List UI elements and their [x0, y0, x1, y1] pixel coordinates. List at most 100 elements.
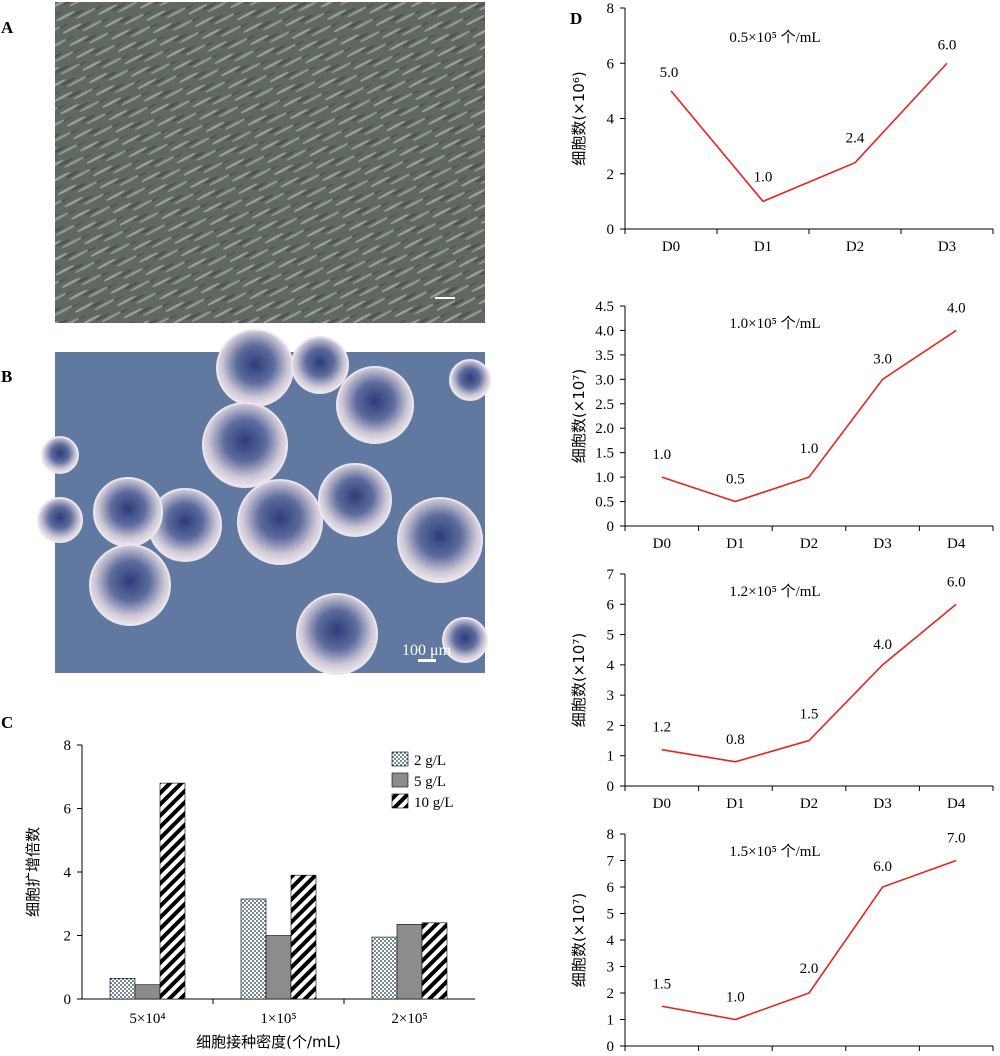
microcarrier-bead — [202, 402, 288, 488]
d1-y-tick-label: 0 — [607, 222, 615, 238]
d1-data-label: 1.0 — [754, 169, 773, 185]
d4-data-label: 2.0 — [800, 961, 819, 977]
d3-data-label: 0.8 — [726, 732, 745, 748]
d2-y-tick-label: 4.5 — [595, 299, 614, 315]
microcarrier-bead — [37, 497, 83, 543]
microscopy-fibroblast-image — [55, 2, 485, 323]
d3-category-label: D0 — [653, 796, 671, 812]
d1-category-label: D1 — [754, 239, 772, 255]
legend-swatch-2 — [391, 793, 409, 809]
d1-category-label: D3 — [938, 239, 956, 255]
microscopy-microcarrier-image: 100 μm — [37, 329, 491, 675]
d4-y-tick-label: 1 — [607, 1013, 615, 1029]
c-bar-0-1 — [240, 898, 267, 1000]
d2-y-tick-label: 2.5 — [595, 397, 614, 413]
panel-letter-c: C — [1, 713, 13, 732]
microcarrier-bead — [336, 366, 414, 444]
scale-bar-b — [418, 659, 436, 662]
microcarrier-bead — [89, 544, 171, 626]
d2-data-label: 0.5 — [726, 472, 745, 488]
microcarrier-bead — [442, 617, 488, 663]
legend-swatch-1 — [391, 772, 409, 788]
d3-y-tick-label: 5 — [607, 628, 615, 644]
d4-series-line — [661, 859, 957, 1021]
d3-y-tick-label: 4 — [607, 658, 615, 674]
d1-y-tick-label: 2 — [607, 167, 615, 183]
d2-category-label: D4 — [947, 536, 966, 552]
d3-series-line — [661, 603, 957, 763]
c-category-label: 2×10⁵ — [391, 1011, 427, 1027]
d1-subtitle: 0.5×10⁵ 个/mL — [729, 29, 820, 46]
d1-category-label: D0 — [662, 239, 680, 255]
panel-letter-b: B — [1, 367, 12, 386]
d3-y-tick-label: 1 — [607, 749, 615, 765]
d2-category-label: D3 — [873, 536, 891, 552]
d1-y-tick-label: 4 — [607, 112, 615, 128]
d3-data-label: 6.0 — [947, 574, 966, 590]
microcarrier-bead — [296, 593, 378, 675]
d4-y-tick-label: 5 — [607, 907, 615, 923]
d4-y-tick-label: 8 — [607, 827, 615, 843]
microcarrier-bead — [449, 359, 491, 401]
c-category-label: 5×10⁴ — [129, 1011, 165, 1027]
d2-y-axis-title: 细胞数(×10⁷) — [570, 369, 588, 463]
c-bar-2-0 — [159, 782, 186, 1000]
d3-y-tick-label: 7 — [607, 567, 615, 583]
d3-data-label: 1.5 — [800, 707, 819, 723]
d3-data-label: 4.0 — [873, 637, 892, 653]
panel-letter-a: A — [1, 18, 14, 37]
c-bar-0-0 — [109, 978, 136, 1000]
microcarrier-bead — [237, 479, 323, 565]
d2-data-label: 3.0 — [873, 351, 892, 367]
d3-category-label: D3 — [873, 796, 891, 812]
c-y-tick-label: 8 — [64, 738, 72, 754]
d4-y-tick-label: 7 — [607, 854, 615, 870]
c-y-axis-title: 细胞扩增倍数 — [24, 827, 42, 917]
d2-y-tick-label: 1.5 — [595, 446, 614, 462]
d2-y-tick-label: 0.5 — [595, 495, 614, 511]
d2-subtitle: 1.0×10⁵ 个/mL — [729, 315, 820, 332]
microcarrier-bead — [93, 477, 163, 547]
c-bar-1-0 — [134, 984, 161, 1000]
d2-category-label: D2 — [800, 536, 818, 552]
d1-y-axis-title: 细胞数(×10⁶) — [570, 71, 588, 165]
d3-y-tick-label: 0 — [607, 779, 615, 795]
d2-y-tick-label: 2.0 — [595, 421, 614, 437]
c-bar-0-2 — [371, 936, 398, 1000]
microcarrier-bead — [318, 463, 392, 537]
d4-data-label: 1.0 — [726, 990, 745, 1006]
c-bar-1-2 — [396, 924, 423, 1000]
d3-subtitle: 1.2×10⁵ 个/mL — [729, 583, 820, 600]
d3-data-label: 1.2 — [652, 720, 671, 736]
legend-label-0: 2 g/L — [414, 753, 446, 769]
legend-swatch-0 — [391, 751, 409, 767]
d4-subtitle: 1.5×10⁵ 个/mL — [729, 843, 820, 860]
d3-category-label: D4 — [947, 796, 966, 812]
d3-y-axis-title: 细胞数(×10⁷) — [570, 633, 588, 727]
c-y-tick-label: 4 — [64, 865, 72, 881]
d2-y-tick-label: 3.5 — [595, 348, 614, 364]
c-y-tick-label: 6 — [64, 802, 72, 818]
d4-data-label: 7.0 — [947, 831, 966, 847]
legend-label-2: 10 g/L — [414, 795, 454, 811]
d2-y-tick-label: 3.0 — [595, 372, 614, 388]
d1-y-tick-label: 6 — [607, 56, 615, 72]
scale-bar-label: 100 μm — [402, 642, 452, 659]
d2-data-label: 4.0 — [947, 300, 966, 316]
d2-series-line — [661, 329, 957, 503]
d2-data-label: 1.0 — [652, 447, 671, 463]
microcarrier-bead — [216, 329, 294, 407]
microcarrier-bead — [41, 436, 79, 474]
d3-category-label: D1 — [726, 796, 744, 812]
d4-y-tick-label: 6 — [607, 880, 615, 896]
c-bar-2-2 — [421, 922, 448, 1000]
c-bar-2-1 — [290, 874, 317, 1000]
d1-y-tick-label: 8 — [607, 1, 615, 17]
d1-data-label: 2.4 — [846, 131, 865, 147]
panel-letter-d: D — [570, 9, 582, 28]
d4-y-tick-label: 3 — [607, 960, 615, 976]
d2-category-label: D1 — [726, 536, 744, 552]
d4-data-label: 1.5 — [652, 976, 671, 992]
c-y-tick-label: 0 — [64, 992, 72, 1008]
legend-label-1: 5 g/L — [414, 774, 446, 790]
